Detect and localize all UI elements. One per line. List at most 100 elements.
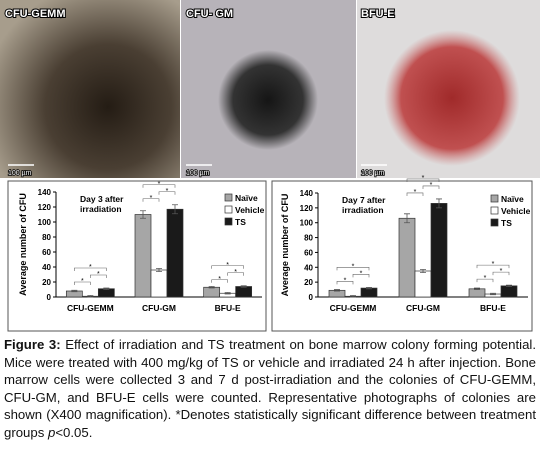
bar bbox=[398, 217, 416, 298]
error-bar bbox=[506, 284, 512, 287]
y-tick-label: 100 bbox=[300, 219, 314, 228]
y-tick-label: 60 bbox=[42, 248, 51, 257]
significance-mark: * bbox=[234, 269, 237, 276]
colony bbox=[384, 30, 520, 166]
significance-bracket bbox=[406, 178, 440, 182]
significance-bracket bbox=[476, 264, 510, 269]
caption: Figure 3: Effect of irradiation and TS t… bbox=[4, 336, 536, 442]
caption-label: Figure 3: bbox=[4, 337, 61, 352]
chart-frame bbox=[271, 180, 533, 332]
bar bbox=[166, 208, 184, 298]
significance-mark: * bbox=[89, 264, 92, 271]
error-bar bbox=[140, 210, 146, 219]
photo bbox=[0, 0, 180, 178]
significance-bracket bbox=[158, 191, 176, 195]
significance-mark: * bbox=[492, 261, 495, 268]
bar bbox=[203, 286, 221, 298]
bar bbox=[360, 287, 378, 298]
significance-mark: * bbox=[81, 278, 84, 285]
legend-label: Naïve bbox=[501, 194, 524, 204]
y-tick-label: 140 bbox=[38, 188, 52, 197]
figure: CFU-GEMM CFU- GM BFU-E 100 µm 100 µm 100… bbox=[0, 0, 540, 332]
y-tick-label: 120 bbox=[38, 203, 52, 212]
x-tick-label: BFU-E bbox=[480, 303, 506, 313]
significance-bracket bbox=[211, 279, 228, 283]
legend-swatch bbox=[224, 193, 233, 202]
y-tick-label: 100 bbox=[38, 218, 52, 227]
significance-bracket bbox=[74, 267, 107, 271]
significance-mark: * bbox=[150, 195, 153, 202]
significance-mark: * bbox=[360, 270, 363, 277]
x-tick-label: CFU-GEMM bbox=[330, 303, 377, 313]
bar bbox=[134, 214, 152, 298]
photo-label: CFU-GEMM bbox=[5, 8, 66, 20]
significance-mark: * bbox=[218, 276, 221, 283]
bar bbox=[468, 288, 486, 298]
annotation: Day 3 after bbox=[80, 194, 124, 204]
annotation: Day 7 after bbox=[342, 195, 386, 205]
error-bar bbox=[172, 204, 178, 215]
error-bar bbox=[334, 289, 340, 292]
y-tick-label: 60 bbox=[304, 248, 313, 257]
chart-frame bbox=[7, 180, 267, 332]
legend-label: TS bbox=[235, 217, 246, 227]
y-tick-label: 0 bbox=[309, 293, 314, 302]
significance-mark: * bbox=[352, 263, 355, 270]
significance-mark: * bbox=[484, 275, 487, 282]
error-bar bbox=[87, 295, 94, 298]
error-bar bbox=[103, 287, 110, 290]
significance-bracket bbox=[492, 271, 510, 276]
caption-italic: p bbox=[48, 424, 56, 440]
bar bbox=[500, 285, 518, 298]
error-bar bbox=[366, 286, 372, 290]
error-bar bbox=[350, 295, 356, 298]
scale-label: 100 µm bbox=[8, 170, 32, 177]
legend-swatch bbox=[224, 205, 233, 214]
error-bar bbox=[404, 213, 410, 224]
bar bbox=[430, 203, 448, 298]
x-tick-label: CFU-GEMM bbox=[67, 303, 114, 313]
significance-bracket bbox=[90, 274, 107, 278]
significance-bracket bbox=[211, 265, 244, 269]
y-axis-label: Average number of CFU bbox=[280, 194, 290, 297]
y-tick-label: 40 bbox=[42, 263, 51, 272]
legend-label: TS bbox=[501, 218, 512, 228]
bar bbox=[235, 286, 253, 298]
x-tick-label: CFU-GM bbox=[142, 303, 176, 313]
significance-mark: * bbox=[226, 262, 229, 269]
legend-swatch bbox=[490, 218, 499, 227]
error-bar bbox=[208, 286, 215, 289]
significance-bracket bbox=[336, 267, 370, 271]
significance-mark: * bbox=[97, 271, 100, 278]
significance-mark: * bbox=[344, 277, 347, 284]
y-axis-label: Average number of CFU bbox=[18, 193, 28, 296]
legend-label: Vehicle bbox=[235, 205, 265, 215]
error-bar bbox=[224, 292, 231, 295]
annotation: irradiation bbox=[342, 205, 384, 215]
significance-bracket bbox=[74, 281, 91, 285]
significance-bracket bbox=[352, 274, 370, 278]
significance-mark: * bbox=[430, 182, 433, 189]
bar bbox=[150, 269, 168, 298]
y-tick-label: 0 bbox=[47, 293, 52, 302]
photo-label: BFU-E bbox=[361, 8, 395, 20]
bar bbox=[414, 270, 432, 298]
significance-bracket bbox=[142, 198, 160, 202]
significance-bracket bbox=[227, 272, 244, 276]
significance-mark: * bbox=[158, 181, 161, 188]
error-bar bbox=[240, 285, 247, 288]
error-bar bbox=[420, 269, 426, 273]
significance-mark: * bbox=[414, 189, 417, 196]
x-tick-label: CFU-GM bbox=[406, 303, 440, 313]
bar bbox=[97, 288, 115, 298]
error-bar bbox=[490, 292, 496, 296]
y-tick-label: 120 bbox=[300, 204, 314, 213]
y-tick-label: 20 bbox=[42, 278, 51, 287]
significance-bracket bbox=[476, 278, 494, 283]
y-tick-label: 80 bbox=[304, 234, 313, 243]
error-bar bbox=[436, 198, 442, 209]
significance-bracket bbox=[336, 281, 354, 285]
scale-label: 100 µm bbox=[361, 170, 385, 177]
significance-mark: * bbox=[422, 175, 425, 182]
